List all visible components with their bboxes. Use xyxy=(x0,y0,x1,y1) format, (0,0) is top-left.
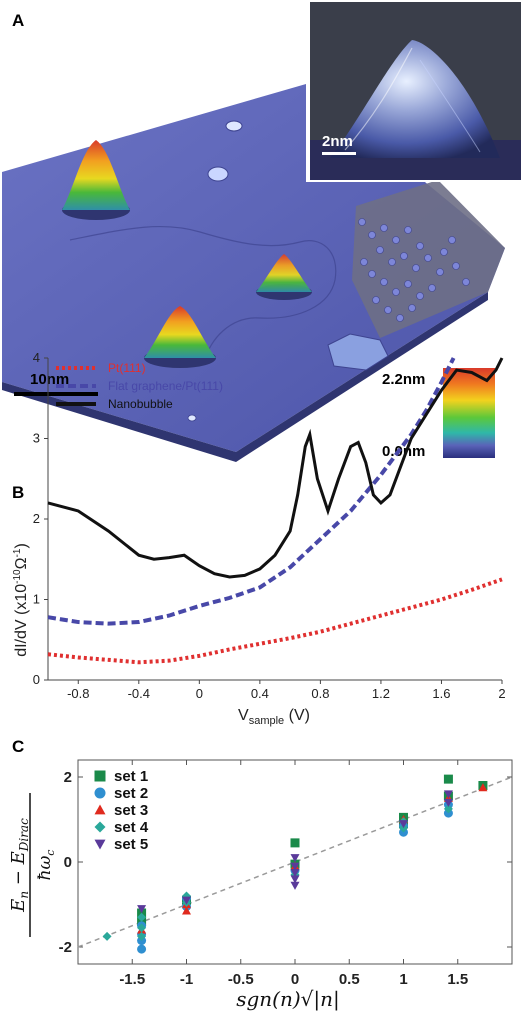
legend-label: set 3 xyxy=(114,802,148,819)
small-bump xyxy=(207,166,229,182)
legend-label: set 5 xyxy=(114,836,148,853)
data-point-set-5 xyxy=(182,896,191,905)
data-point-set-5 xyxy=(290,875,300,884)
x-tick-label: 1.2 xyxy=(372,686,390,701)
y-tick-label: 1 xyxy=(33,592,40,607)
legend-marker xyxy=(94,821,106,833)
x-tick-label: -1.5 xyxy=(119,971,145,988)
data-point-set-5 xyxy=(290,869,300,878)
legend-marker xyxy=(94,839,106,850)
y-tick-label: 2 xyxy=(33,511,40,526)
inset-image: 2nm xyxy=(306,0,523,182)
data-point-set-5 xyxy=(443,798,453,807)
panel-b: B -0.8 -0.4 0 0.4 0.8 1.2 1.6 2 0 1 2 3 4 Pt(111) Flat… xyxy=(12,350,506,727)
y-tick-label: 0 xyxy=(64,854,72,871)
panel-c-ylabel: En − EDirac ħωc xyxy=(8,793,57,937)
scale-bar xyxy=(14,392,98,396)
legend-marker xyxy=(94,787,106,799)
colorbar-min-label: 0.0nm xyxy=(382,443,425,460)
x-tick-label: 0 xyxy=(291,971,299,988)
data-point-set-5 xyxy=(290,881,300,890)
data-point-set-5 xyxy=(290,854,300,863)
x-tick-label: 1.5 xyxy=(447,971,468,988)
legend-label: set 1 xyxy=(114,768,148,785)
x-tick-label: -1 xyxy=(180,971,193,988)
y-tick-label: 4 xyxy=(33,350,40,365)
data-point-set-5 xyxy=(137,905,147,914)
x-tick-label: 1.6 xyxy=(432,686,450,701)
panel-c-xlabel: sgn(n)√|n| xyxy=(236,987,340,1012)
legend-marker xyxy=(94,770,106,782)
data-point-set-4 xyxy=(102,931,112,941)
substrate-edge xyxy=(2,292,488,462)
data-point-set-4 xyxy=(137,912,147,922)
x-tick-label: -0.8 xyxy=(67,686,89,701)
svg-text:ħωc: ħωc xyxy=(35,850,57,881)
x-tick-label: -0.4 xyxy=(128,686,150,701)
panel-b-letter: B xyxy=(12,483,24,502)
legend-marker xyxy=(94,804,106,815)
x-tick-label: 0.5 xyxy=(339,971,360,988)
legend-label: Flat graphene/Pt(111) xyxy=(108,379,223,393)
x-tick-label: 2 xyxy=(498,686,505,701)
data-point-set-4 xyxy=(137,931,147,941)
colorbar-max-label: 2.2nm xyxy=(382,371,425,388)
series-line-flat-graphene-pt-111- xyxy=(47,357,456,626)
panel-b-plot-area: -0.8 -0.4 0 0.4 0.8 1.2 1.6 2 0 1 2 3 4 Pt(111) Flat g… xyxy=(33,350,506,701)
inset-scale-bar xyxy=(322,152,356,155)
height-colorbar xyxy=(443,368,495,458)
data-point-set-1 xyxy=(443,774,453,784)
y-tick-label: 3 xyxy=(33,431,40,446)
panel-a: A xyxy=(2,0,523,462)
data-point-set-4 xyxy=(443,804,453,814)
x-tick-label: -0.5 xyxy=(228,971,254,988)
inset-scale-label: 2nm xyxy=(322,133,353,150)
nanobubble-medium xyxy=(144,306,216,368)
x-tick-label: 0 xyxy=(196,686,203,701)
adsorbate-cluster xyxy=(358,218,470,322)
guide-line xyxy=(77,776,513,948)
data-point-set-5 xyxy=(290,862,300,871)
data-point-set-3 xyxy=(182,906,191,915)
panel-b-xlabel: Vsample (V) xyxy=(238,707,310,727)
y-tick-label: 0 xyxy=(33,672,40,687)
panel-c-letter: C xyxy=(12,737,24,756)
legend-label: set 4 xyxy=(114,819,149,836)
panel-b-ylabel: dI/dV (x10-10Ω-1) xyxy=(12,543,30,657)
legend-label: Nanobubble xyxy=(108,397,173,411)
data-point-set-5 xyxy=(443,790,453,799)
svg-text:En − EDirac: En − EDirac xyxy=(8,818,31,913)
small-bump xyxy=(225,120,243,132)
panel-a-letter: A xyxy=(12,11,24,30)
data-point-set-3 xyxy=(478,783,488,792)
data-point-set-4 xyxy=(137,923,147,933)
data-point-set-5 xyxy=(399,820,408,829)
series-line-pt-111- xyxy=(47,577,503,665)
y-tick-label: 2 xyxy=(64,769,72,786)
legend-label: Pt(111) xyxy=(108,361,146,375)
grain-boundary xyxy=(69,225,337,361)
small-bump xyxy=(187,414,197,422)
scale-bar-label: 10nm xyxy=(30,371,69,388)
legend-label: set 2 xyxy=(114,785,148,802)
series-line-nanobubble xyxy=(47,357,504,579)
y-tick-label: -2 xyxy=(59,939,72,956)
x-tick-label: 0.4 xyxy=(251,686,269,701)
hexagonal-island xyxy=(327,333,389,371)
x-tick-label: 0.8 xyxy=(311,686,329,701)
nanobubble-small xyxy=(256,254,312,300)
x-tick-label: 1 xyxy=(399,971,407,988)
nanobubble-large xyxy=(62,140,130,220)
data-point-set-2 xyxy=(137,944,147,954)
data-point-set-1 xyxy=(290,838,300,848)
